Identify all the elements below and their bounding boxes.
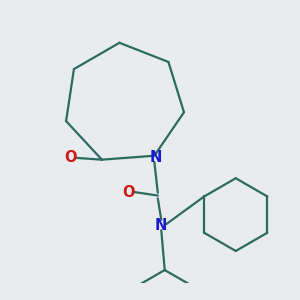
Text: O: O [122, 184, 135, 200]
Text: N: N [155, 218, 167, 232]
Text: O: O [64, 150, 77, 165]
Text: N: N [150, 150, 162, 165]
